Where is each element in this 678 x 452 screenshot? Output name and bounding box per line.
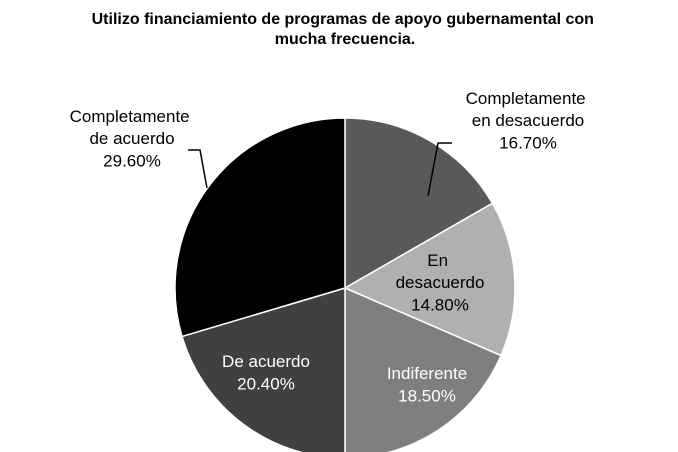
value-label: 14.80% xyxy=(411,295,469,314)
pie-slice xyxy=(181,286,346,452)
value-label: 20.40% xyxy=(237,374,295,393)
chart-title: Utilizo financiamiento de programas de a… xyxy=(92,11,599,48)
leader-line xyxy=(188,149,208,189)
slice-label: En desacuerdo xyxy=(396,251,485,292)
leader-line xyxy=(427,142,452,197)
value-label: 18.50% xyxy=(398,386,456,405)
slice-label: Completamente de acuerdo xyxy=(70,107,195,148)
slice-label: De acuerdo xyxy=(222,352,310,371)
pie-slice xyxy=(344,117,494,290)
value-label: 29.60% xyxy=(103,151,161,170)
slice-label: Completamente en desacuerdo xyxy=(466,89,591,130)
pie-slice xyxy=(343,202,516,357)
slice-label: Indiferente xyxy=(387,364,467,383)
value-label: 16.70% xyxy=(499,133,557,152)
pie-slice xyxy=(174,117,346,338)
pie-slice xyxy=(344,286,503,452)
